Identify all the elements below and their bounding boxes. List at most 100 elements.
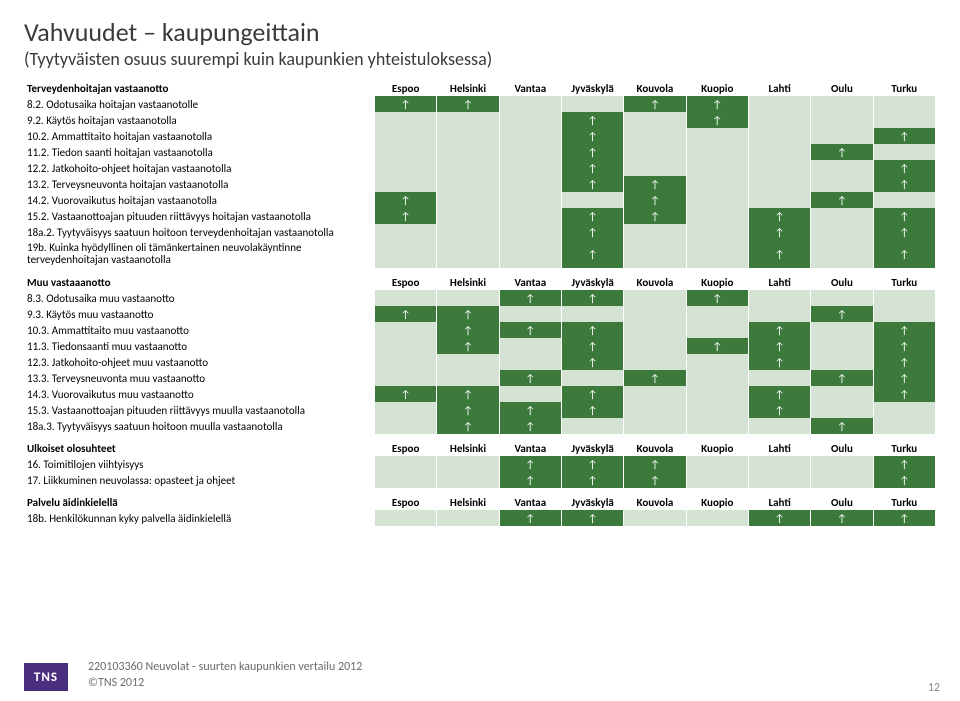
row-label: 8.2. Odotusaika hoitajan vastaanotolle [25,96,374,112]
row-label: 19b. Kuinka hyödyllinen oli tämänkertain… [25,240,374,268]
cell-up-icon: ↑ [562,402,623,418]
cell-empty [624,144,685,160]
cell-empty [624,510,685,526]
city-header: Lahti [749,80,810,96]
row-label: 11.2. Tiedon saanti hoitajan vastaanotol… [25,144,374,160]
cell-up-icon: ↑ [874,354,935,370]
cell-empty [500,192,561,208]
cell-empty [687,418,748,434]
section-header: Palvelu äidinkielellä [25,494,374,510]
cell-empty [687,224,748,240]
tns-logo: TNS [24,663,68,691]
cell-empty [624,386,685,402]
table-row: 18b. Henkilökunnan kyky palvella äidinki… [25,510,935,526]
section-header: Terveydenhoitajan vastaanotto [25,80,374,96]
table-row: 15.3. Vastaanottoajan pituuden riittävyy… [25,402,935,418]
cell-up-icon: ↑ [874,472,935,488]
cell-up-icon: ↑ [874,240,935,268]
cell-empty [874,96,935,112]
cell-up-icon: ↑ [562,510,623,526]
city-header: Vantaa [500,440,561,456]
row-label: 12.2. Jatkohoito-ohjeet hoitajan vastaan… [25,160,374,176]
city-header: Lahti [749,274,810,290]
cell-empty [749,112,810,128]
cell-empty [811,160,872,176]
cell-up-icon: ↑ [562,290,623,306]
cell-up-icon: ↑ [562,160,623,176]
cell-empty [874,306,935,322]
cell-empty [437,472,498,488]
cell-empty [562,306,623,322]
section-table: Ulkoiset olosuhteetEspooHelsinkiVantaaJy… [24,440,936,488]
cell-up-icon: ↑ [874,370,935,386]
cell-up-icon: ↑ [562,456,623,472]
city-header: Espoo [375,494,436,510]
cell-empty [375,144,436,160]
cell-empty [811,240,872,268]
cell-empty [749,418,810,434]
cell-up-icon: ↑ [562,322,623,338]
table-row: 18a.3. Tyytyväisyys saatuun hoitoon muul… [25,418,935,434]
row-label: 9.2. Käytös hoitajan vastaanotolla [25,112,374,128]
cell-empty [437,456,498,472]
city-header: Oulu [811,274,872,290]
cell-empty [375,128,436,144]
cell-up-icon: ↑ [687,338,748,354]
row-label: 14.3. Vuorovaikutus muu vastaanotto [25,386,374,402]
cell-up-icon: ↑ [437,386,498,402]
cell-empty [562,192,623,208]
table-row: 8.2. Odotusaika hoitajan vastaanotolle↑↑… [25,96,935,112]
cell-empty [375,418,436,434]
cell-empty [437,224,498,240]
cell-empty [562,418,623,434]
row-label: 15.3. Vastaanottoajan pituuden riittävyy… [25,402,374,418]
cell-empty [687,192,748,208]
cell-empty [624,128,685,144]
cell-up-icon: ↑ [749,386,810,402]
city-header: Turku [874,440,935,456]
cell-up-icon: ↑ [437,402,498,418]
cell-empty [562,96,623,112]
cell-up-icon: ↑ [500,322,561,338]
cell-up-icon: ↑ [500,370,561,386]
cell-empty [749,160,810,176]
city-header: Turku [874,274,935,290]
cell-empty [811,176,872,192]
cell-up-icon: ↑ [749,322,810,338]
city-header: Kuopio [687,274,748,290]
cell-empty [811,456,872,472]
cell-empty [811,402,872,418]
cell-empty [624,160,685,176]
table-row: 12.2. Jatkohoito-ohjeet hoitajan vastaan… [25,160,935,176]
cell-up-icon: ↑ [624,208,685,224]
section-table: Muu vastaaanottoEspooHelsinkiVantaaJyväs… [24,274,936,434]
city-header: Helsinki [437,494,498,510]
cell-empty [500,128,561,144]
cell-up-icon: ↑ [375,306,436,322]
cell-empty [749,306,810,322]
table-row: 19b. Kuinka hyödyllinen oli tämänkertain… [25,240,935,268]
cell-empty [437,176,498,192]
city-header: Kouvola [624,440,685,456]
cell-up-icon: ↑ [375,192,436,208]
city-header: Vantaa [500,80,561,96]
table-row: 18a.2. Tyytyväisyys saatuun hoitoon terv… [25,224,935,240]
cell-empty [624,112,685,128]
row-label: 13.2. Terveysneuvonta hoitajan vastaanot… [25,176,374,192]
table-row: 9.2. Käytös hoitajan vastaanotolla↑↑ [25,112,935,128]
row-label: 9.3. Käytös muu vastaanotto [25,306,374,322]
city-header: Turku [874,80,935,96]
cell-up-icon: ↑ [811,144,872,160]
cell-empty [375,510,436,526]
cell-up-icon: ↑ [624,370,685,386]
cell-empty [811,386,872,402]
cell-empty [687,160,748,176]
cell-up-icon: ↑ [562,128,623,144]
cell-empty [624,306,685,322]
cell-up-icon: ↑ [562,144,623,160]
row-label: 13.3. Terveysneuvonta muu vastaanotto [25,370,374,386]
cell-up-icon: ↑ [874,510,935,526]
cell-empty [375,402,436,418]
cell-up-icon: ↑ [562,176,623,192]
cell-up-icon: ↑ [874,456,935,472]
